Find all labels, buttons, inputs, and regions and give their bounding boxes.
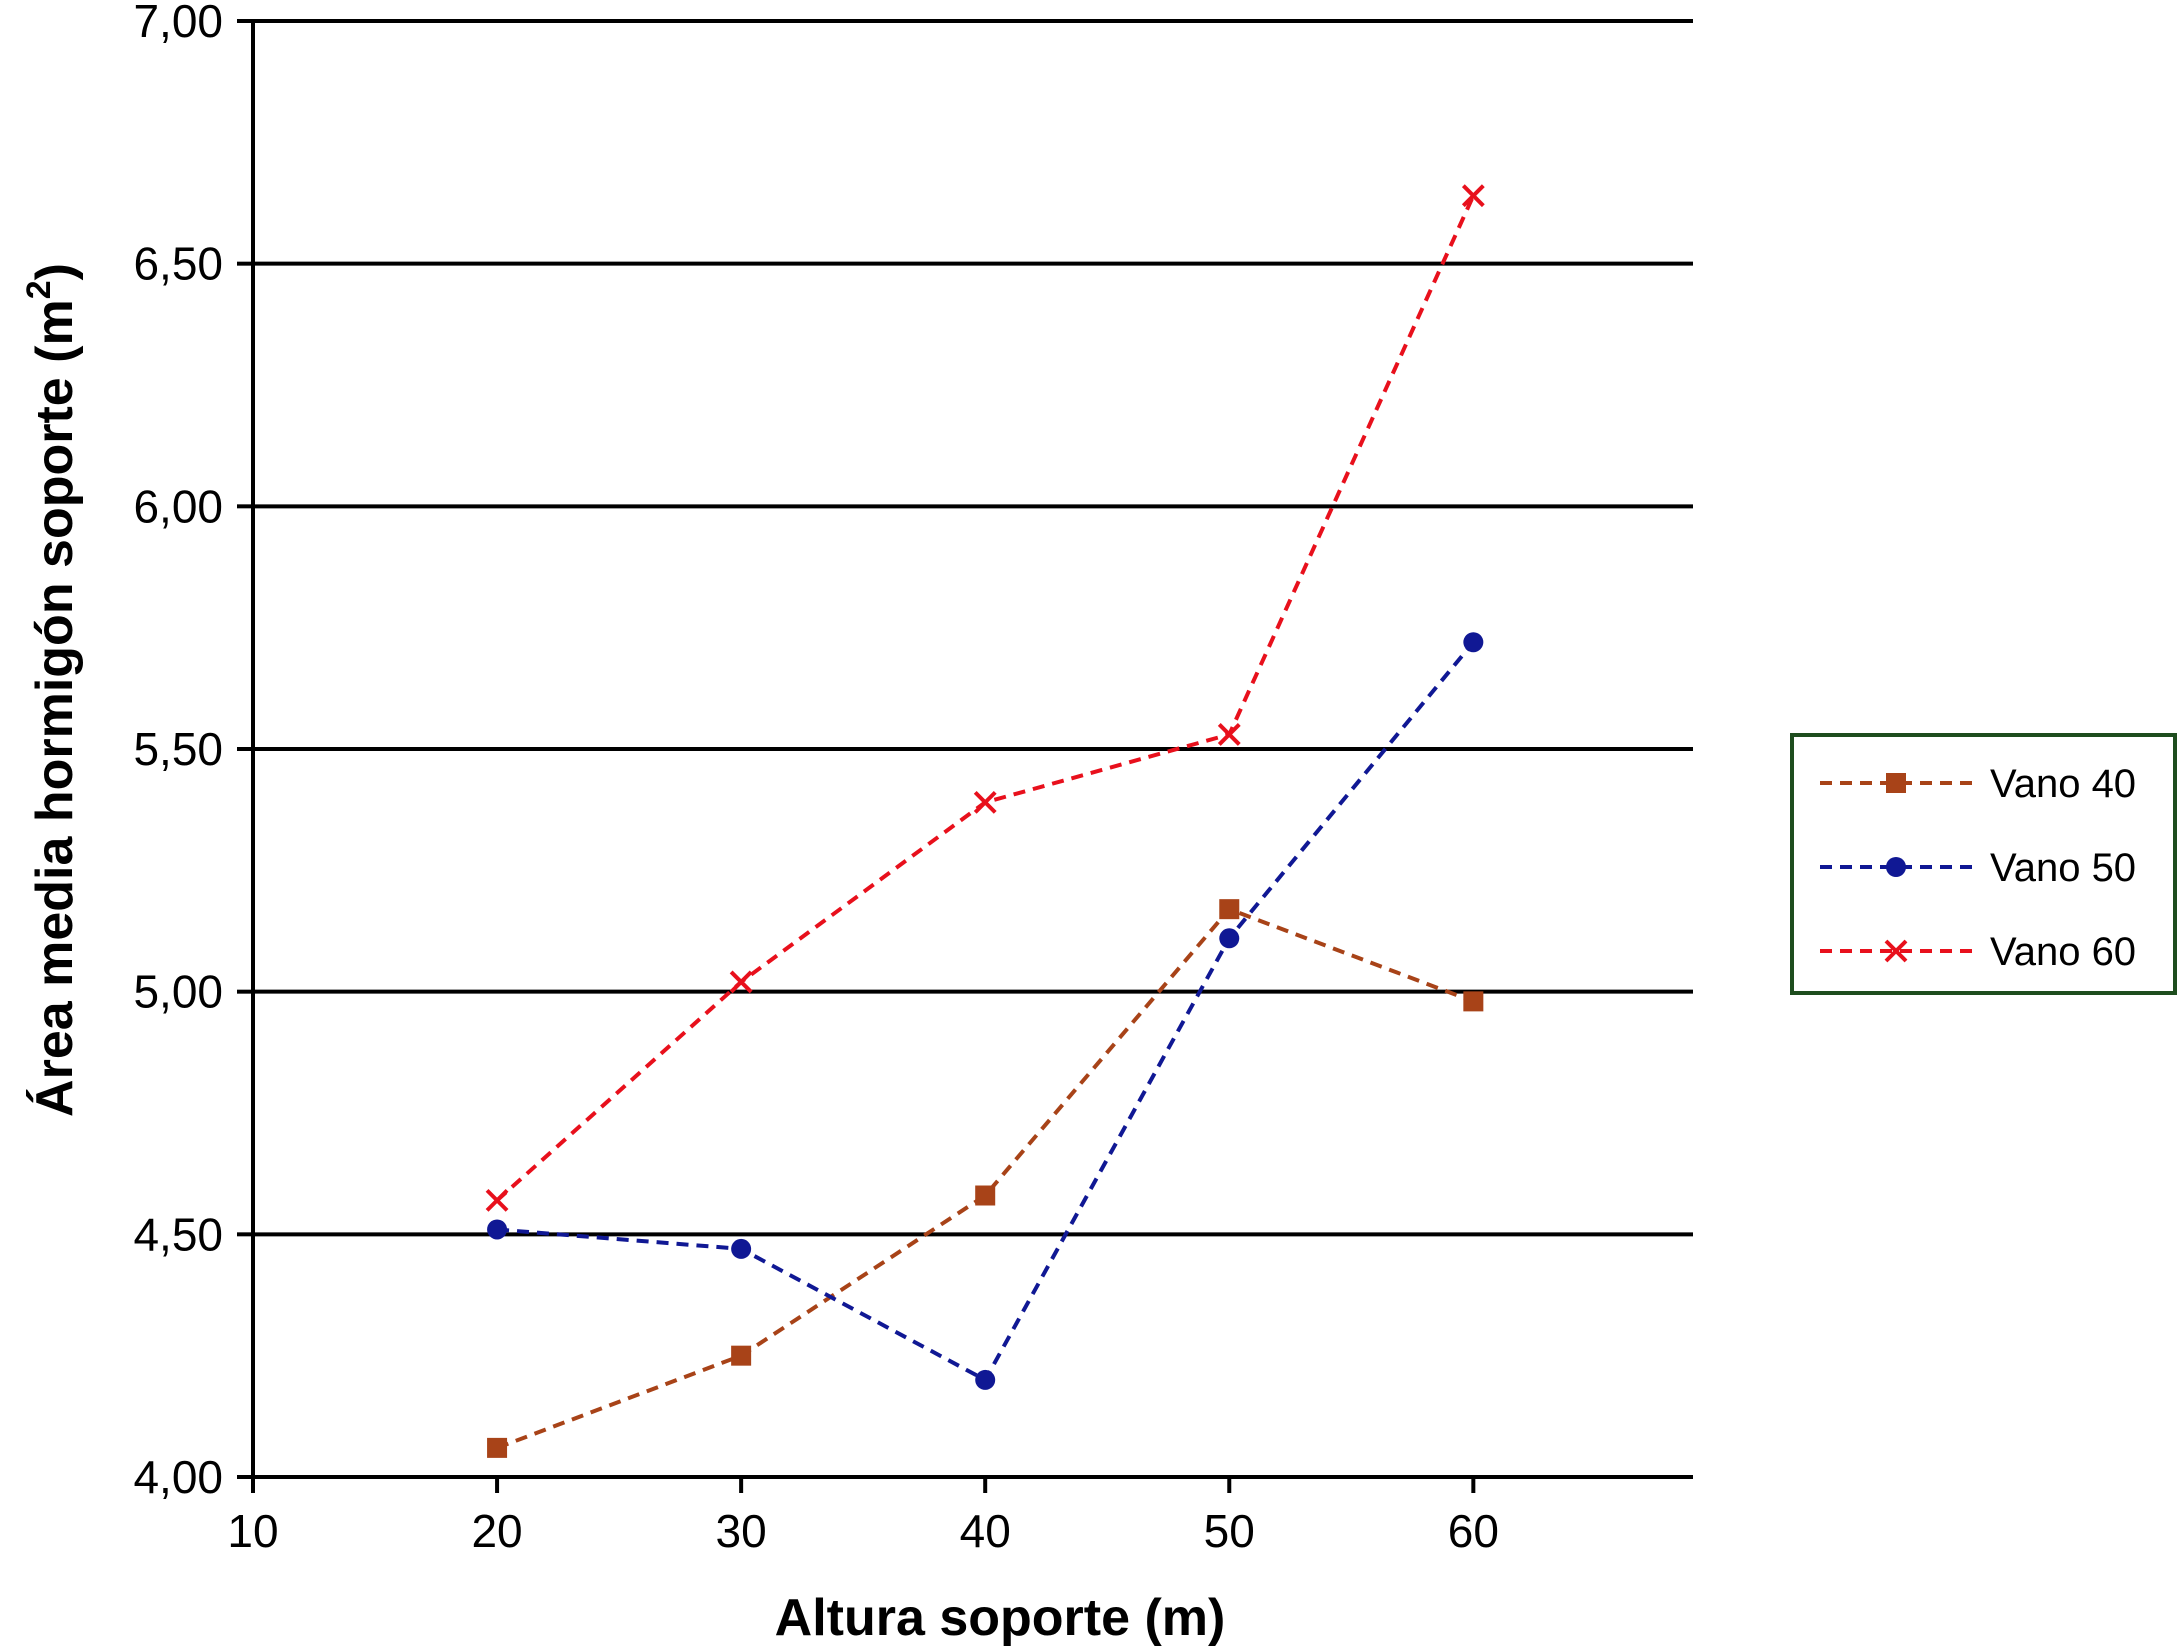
- x-marker-stroke: [729, 970, 753, 994]
- series-vano-50-point: [975, 1369, 996, 1390]
- series-vano-50-point: [1219, 928, 1240, 949]
- series-vano-40-point: [487, 1437, 508, 1458]
- y-axis-title-main: Área media hormigón soporte (m: [26, 299, 84, 1117]
- series-vano-50-line: [496, 640, 1475, 1383]
- y-axis-title: Área media hormigón soporte (m2): [20, 263, 84, 1117]
- x-tick-label: 20: [471, 1505, 522, 1557]
- x-marker-stroke: [485, 1188, 509, 1212]
- x-axis-title: Altura soporte (m): [775, 1589, 1226, 1646]
- x-tick-label: 40: [960, 1505, 1011, 1557]
- y-tick-label: 6,50: [133, 238, 223, 290]
- x-marker-stroke: [1461, 184, 1485, 208]
- legend-item-vano-40: Vano 40: [1820, 762, 2136, 806]
- legend-label: Vano 50: [1990, 846, 2136, 890]
- series-vano-60-line: [495, 194, 1476, 1202]
- series-vano-40-point: [1219, 899, 1240, 920]
- series-vano-60-point: [1217, 723, 1241, 746]
- y-tick-label: 7,00: [133, 0, 223, 47]
- legend: Vano 40 Vano 50 Vano 60: [1790, 733, 2177, 995]
- x-marker-stroke: [1884, 939, 1908, 963]
- legend-item-vano-50: Vano 50: [1820, 846, 2136, 890]
- series-vano-50-point: [487, 1219, 508, 1240]
- series-vano-60: [485, 184, 1485, 1212]
- gridlines: [253, 19, 1693, 1237]
- x-marker-stroke: [973, 790, 997, 814]
- series-vano-60-point: [729, 970, 753, 994]
- series-vano-50-point: [731, 1238, 752, 1259]
- y-tick-label: 6,00: [133, 480, 223, 532]
- y-axis-title-superscript: 2: [20, 280, 58, 299]
- y-tick-label: 5,50: [133, 723, 223, 775]
- legend-label: Vano 40: [1990, 762, 2136, 806]
- legend-label: Vano 60: [1990, 930, 2136, 974]
- x-tick-label: 30: [716, 1505, 767, 1557]
- y-tick-label: 4,50: [133, 1208, 223, 1260]
- legend-marker: [1884, 939, 1908, 963]
- x-tick-label: 10: [227, 1505, 278, 1557]
- y-tick-label: 5,00: [133, 966, 223, 1018]
- series-group: [485, 184, 1485, 1458]
- axes: [237, 19, 1693, 1493]
- series-vano-50-point: [1463, 632, 1484, 653]
- legend-box: [1790, 733, 2177, 995]
- series-vano-50: [487, 632, 1484, 1390]
- legend-item-vano-60: Vano 60: [1820, 930, 2136, 974]
- x-marker-stroke: [1217, 723, 1241, 746]
- series-vano-60-point: [973, 790, 997, 814]
- series-vano-40-point: [731, 1345, 752, 1366]
- legend-marker: [1886, 773, 1906, 793]
- x-tick-label: 60: [1448, 1505, 1499, 1557]
- y-tick-labels: 4,00 4,50 5,00 5,50 6,00 6,50 7,00: [133, 0, 223, 1503]
- series-vano-60-point: [1461, 184, 1485, 208]
- series-vano-40-point: [1463, 991, 1484, 1012]
- x-tick-labels: 10 20 30 40 50 60: [227, 1505, 1499, 1557]
- series-vano-60-point: [485, 1188, 509, 1212]
- y-axis-title-end: ): [26, 263, 84, 280]
- legend-marker: [1886, 857, 1906, 877]
- series-vano-40-point: [975, 1185, 996, 1206]
- y-tick-label: 4,00: [133, 1451, 223, 1503]
- x-tick-label: 50: [1204, 1505, 1255, 1557]
- series-vano-40: [487, 899, 1484, 1458]
